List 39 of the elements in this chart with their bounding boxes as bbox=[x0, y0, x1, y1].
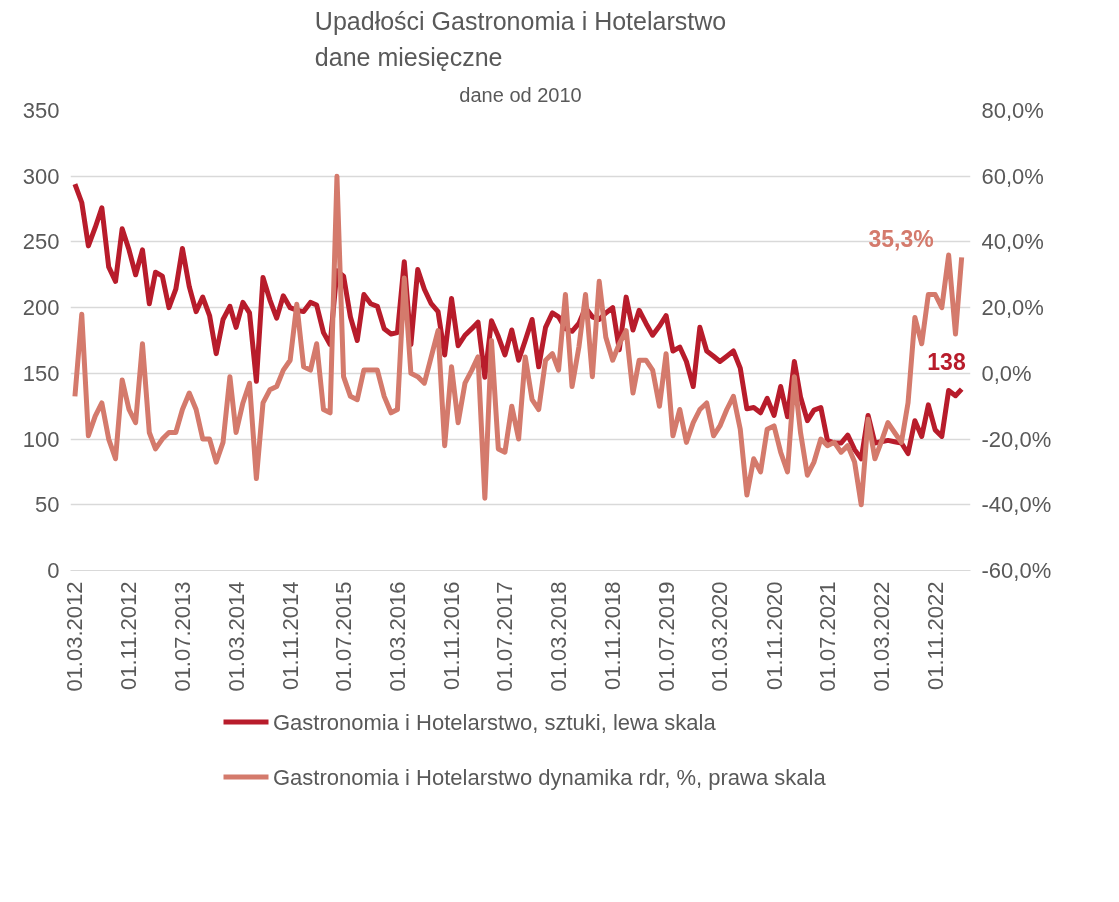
x-tick-label: 01.11.2016 bbox=[439, 581, 465, 690]
y-tick-label: 300 bbox=[22, 163, 60, 189]
x-tick-label: 01.07.2019 bbox=[653, 581, 679, 692]
y2-tick-label: -40,0% bbox=[981, 492, 1052, 518]
y-tick-label: 350 bbox=[22, 98, 60, 123]
y2-tick-label: -20,0% bbox=[981, 426, 1052, 452]
y-tick-label: 100 bbox=[22, 426, 60, 452]
y2-tick-label: 80,0% bbox=[981, 98, 1044, 123]
y-tick-label: 250 bbox=[22, 229, 60, 255]
x-tick-label: 01.03.2020 bbox=[707, 581, 733, 692]
x-tick-label: 01.03.2016 bbox=[384, 581, 410, 692]
x-tick-label: 01.03.2018 bbox=[546, 581, 572, 692]
chart-title: Upadłości Gastronomia i Hotelarstwo dane miesięczne bbox=[314, 7, 727, 72]
x-tick-label: 01.07.2013 bbox=[169, 581, 195, 692]
x-tick-label: 01.11.2014 bbox=[277, 581, 303, 690]
legend-label: Gastronomia i Hotelarstwo, sztuki, lewa skala bbox=[273, 709, 717, 735]
x-tick-label: 01.11.2020 bbox=[761, 581, 787, 690]
x-tick-label: 01.03.2014 bbox=[223, 581, 249, 692]
y2-tick-label: 20,0% bbox=[981, 295, 1044, 321]
y2-tick-label: 0,0% bbox=[981, 360, 1032, 386]
chart-subtitle: dane od 2010 bbox=[459, 83, 582, 106]
y2-tick-label: -60,0% bbox=[981, 558, 1052, 583]
x-tick-label: 01.07.2021 bbox=[814, 581, 840, 692]
y-tick-label: 50 bbox=[35, 492, 60, 518]
y2-tick-label: 40,0% bbox=[981, 229, 1044, 255]
x-tick-label: 01.11.2018 bbox=[600, 581, 626, 690]
x-tick-label: 01.07.2015 bbox=[331, 581, 357, 692]
y-tick-label: 200 bbox=[22, 295, 60, 321]
x-tick-label: 01.03.2022 bbox=[868, 581, 894, 692]
y2-tick-label: 60,0% bbox=[981, 163, 1044, 189]
x-tick-label: 01.11.2022 bbox=[922, 581, 948, 690]
x-tick-label: 01.03.2012 bbox=[62, 581, 88, 692]
legend-label: Gastronomia i Hotelarstwo dynamika rdr, %, prawa skala bbox=[273, 764, 827, 790]
x-tick-label: 01.11.2012 bbox=[116, 581, 142, 690]
data-label: 138 bbox=[927, 348, 966, 375]
y-tick-label: 150 bbox=[22, 360, 60, 386]
y-tick-label: 0 bbox=[47, 558, 60, 583]
data-label: 35,3% bbox=[868, 226, 934, 253]
x-tick-label: 01.07.2017 bbox=[492, 581, 518, 692]
